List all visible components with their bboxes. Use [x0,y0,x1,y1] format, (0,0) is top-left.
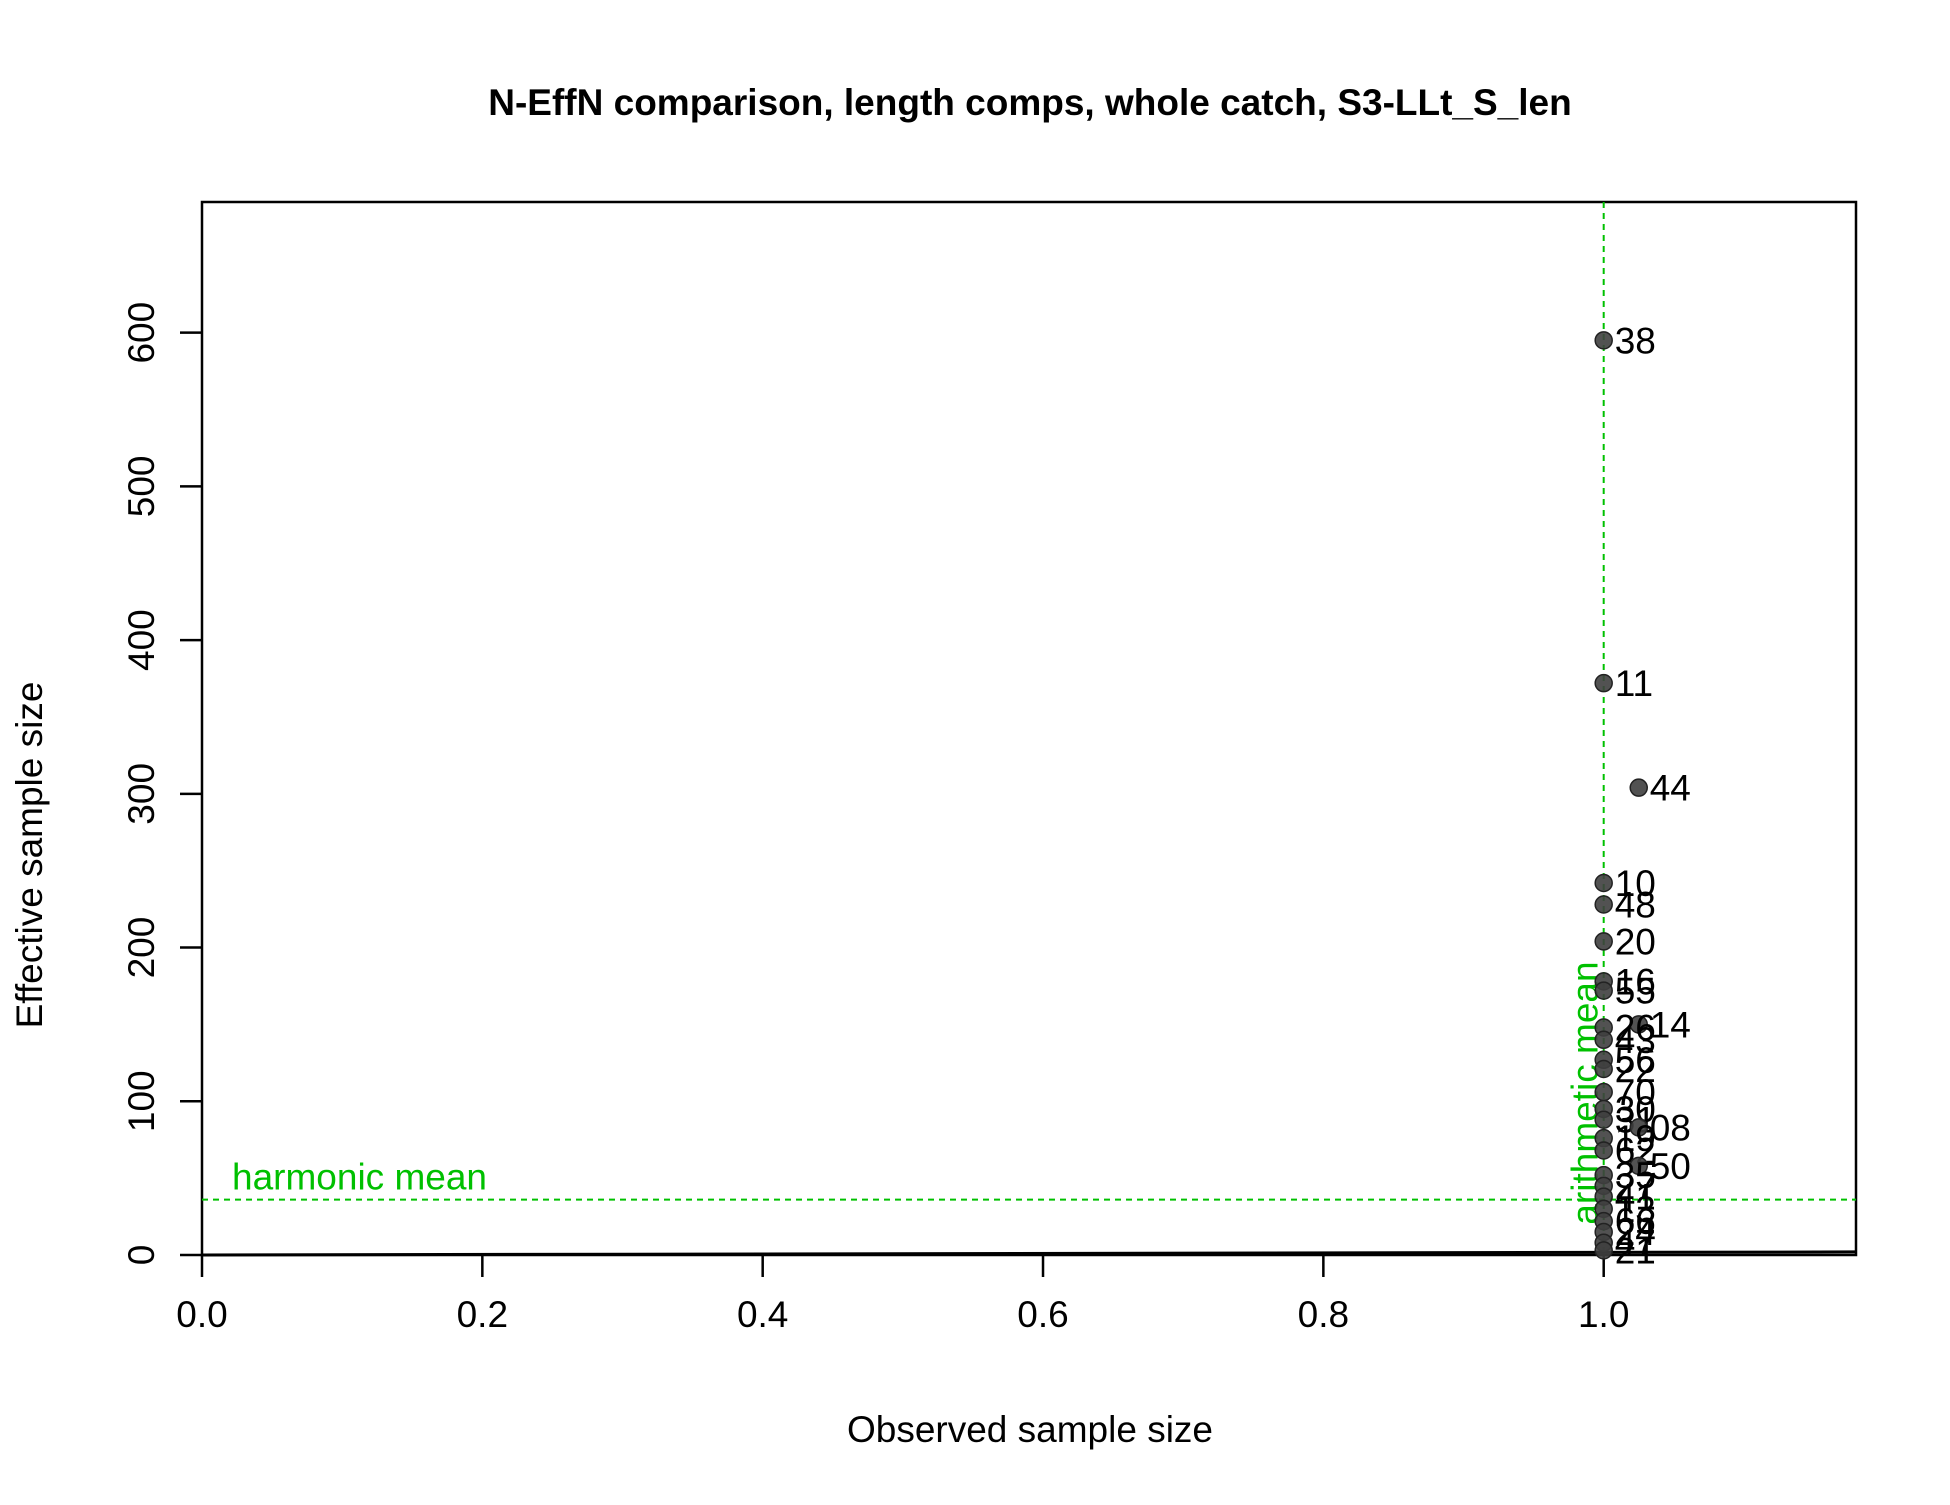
y-tick-label: 400 [121,609,162,671]
harmonic-mean-label: harmonic mean [232,1157,487,1198]
data-point-label: 20 [1615,921,1656,962]
data-point [1594,1030,1613,1050]
data-point [1629,1118,1648,1137]
data-point-label: 10 [1615,863,1656,904]
data-point-label: 47 [1615,1223,1656,1264]
plot-area: 0.0 0.2 0.4 0.6 0.8 1.0 0 100 200 300 400 500 600 har… [121,200,1858,1335]
x-axis-title: Observed sample size [847,1409,1213,1450]
data-point [1594,895,1613,914]
data-point [1594,873,1613,893]
x-tick-label: 0.4 [737,1294,788,1335]
y-axis-title: Effective sample size [9,682,50,1029]
data-point-label: 41 [1615,1177,1656,1218]
fit-line [201,1250,1857,1257]
y-tick-label: 500 [121,456,162,518]
data-point-label: 24 [1615,1212,1656,1253]
data-point-label: 38 [1615,320,1656,361]
data-point-label: 22 [1615,1049,1656,1090]
data-point [1629,778,1648,797]
data-point-label: 14 [1650,1004,1691,1045]
data-point-label: 13 [1615,1189,1656,1230]
data-point-label: 55 [1615,971,1656,1012]
data-point [1594,1082,1613,1102]
data-point-label: 08 [1650,1107,1691,1148]
data-point [1594,981,1613,1000]
data-point [1629,1156,1648,1176]
data-point-label: 19 [1615,1118,1656,1159]
data-point [1594,1141,1613,1160]
data-point [1594,1110,1613,1129]
x-tick-label: 0.0 [176,1294,227,1335]
plot-frame [200,200,1858,1257]
data-point [1594,1059,1613,1079]
data-point [1594,1241,1613,1260]
data-point [1594,673,1613,693]
data-point-label: 27 [1615,1166,1656,1207]
y-tick-label: 300 [121,763,162,825]
data-point-label: 11 [1615,663,1653,704]
data-point-label: 44 [1650,768,1691,809]
y-tick-label: 600 [121,302,162,364]
x-tick-label: 0.8 [1298,1294,1349,1335]
x-tick-label: 0.2 [457,1294,508,1335]
data-point [1629,1015,1648,1034]
data-point-label: 50 [1650,1146,1691,1187]
chart-title: N-EffN comparison, length comps, whole c… [488,82,1571,123]
data-point-label: 43 [1615,1020,1656,1061]
y-tick-label: 200 [121,917,162,979]
data-point-label: 35 [1615,1155,1656,1196]
y-tick-label: 0 [121,1245,162,1266]
data-point-label: 16 [1615,961,1656,1002]
data-point-label: 48 [1615,885,1656,926]
data-point-label: 70 [1615,1072,1656,1113]
data-point [1594,331,1613,350]
y-tick-label: 100 [121,1070,162,1132]
data-point-label: 56 [1615,1040,1656,1081]
x-tick-label: 0.6 [1017,1294,1068,1335]
data-point-label: 66 [1615,1201,1656,1242]
x-tick-label: 1.0 [1578,1294,1629,1335]
data-point-label: 26 [1615,1007,1656,1048]
data-point-label: 21 [1615,1230,1656,1271]
data-point [1594,932,1613,951]
